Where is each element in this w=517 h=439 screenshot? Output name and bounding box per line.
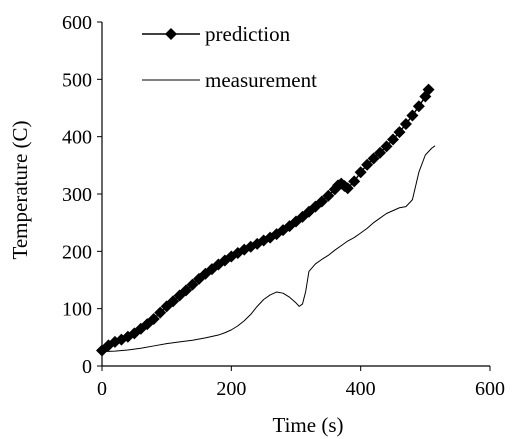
data-point-prediction xyxy=(406,109,419,122)
x-tick-label: 400 xyxy=(346,378,376,400)
data-point-prediction xyxy=(147,312,160,325)
data-point-prediction xyxy=(361,158,374,171)
data-point-prediction xyxy=(387,133,399,146)
series-markers-prediction xyxy=(96,83,435,357)
data-point-prediction xyxy=(399,118,412,131)
data-point-prediction xyxy=(315,195,328,208)
legend-measurement-label: measurement xyxy=(205,68,317,92)
data-point-prediction xyxy=(154,306,167,319)
x-tick-label: 0 xyxy=(97,378,107,400)
y-axis-title: Temperature (C) xyxy=(8,120,32,259)
x-axis-title: Time (s) xyxy=(273,413,344,437)
legend-prediction-marker xyxy=(165,28,177,40)
data-point-prediction xyxy=(186,278,199,291)
y-tick-label: 500 xyxy=(62,69,92,91)
y-tick-label: 400 xyxy=(62,127,92,149)
x-tick-label: 600 xyxy=(475,378,505,400)
y-tick-label: 100 xyxy=(62,299,92,321)
data-point-prediction xyxy=(374,146,387,159)
data-point-prediction xyxy=(380,140,393,153)
data-point-prediction xyxy=(422,83,435,96)
data-point-prediction xyxy=(225,250,238,263)
y-tick-label: 600 xyxy=(62,12,92,34)
x-tick-label: 200 xyxy=(216,378,246,400)
series-line-prediction xyxy=(101,89,430,352)
y-tick-label: 300 xyxy=(62,184,92,206)
ticks: 0 200 400 600 0 100 200 300 400 500 600 xyxy=(62,12,505,400)
y-tick-label: 0 xyxy=(82,356,92,378)
data-point-prediction xyxy=(354,166,367,179)
data-point-prediction xyxy=(393,126,406,139)
data-point-prediction xyxy=(218,254,231,267)
data-point-prediction xyxy=(180,284,193,297)
legend-prediction-label: prediction xyxy=(205,22,291,46)
y-tick-label: 200 xyxy=(62,241,92,263)
plot-area xyxy=(96,83,436,357)
data-point-prediction xyxy=(322,189,335,202)
data-point-prediction xyxy=(348,175,361,188)
legend: prediction measurement xyxy=(142,22,317,92)
series-line-measurement xyxy=(101,145,436,353)
data-point-prediction xyxy=(367,152,380,165)
data-point-prediction xyxy=(341,182,354,195)
data-point-prediction xyxy=(167,295,180,308)
data-point-prediction xyxy=(412,100,425,113)
